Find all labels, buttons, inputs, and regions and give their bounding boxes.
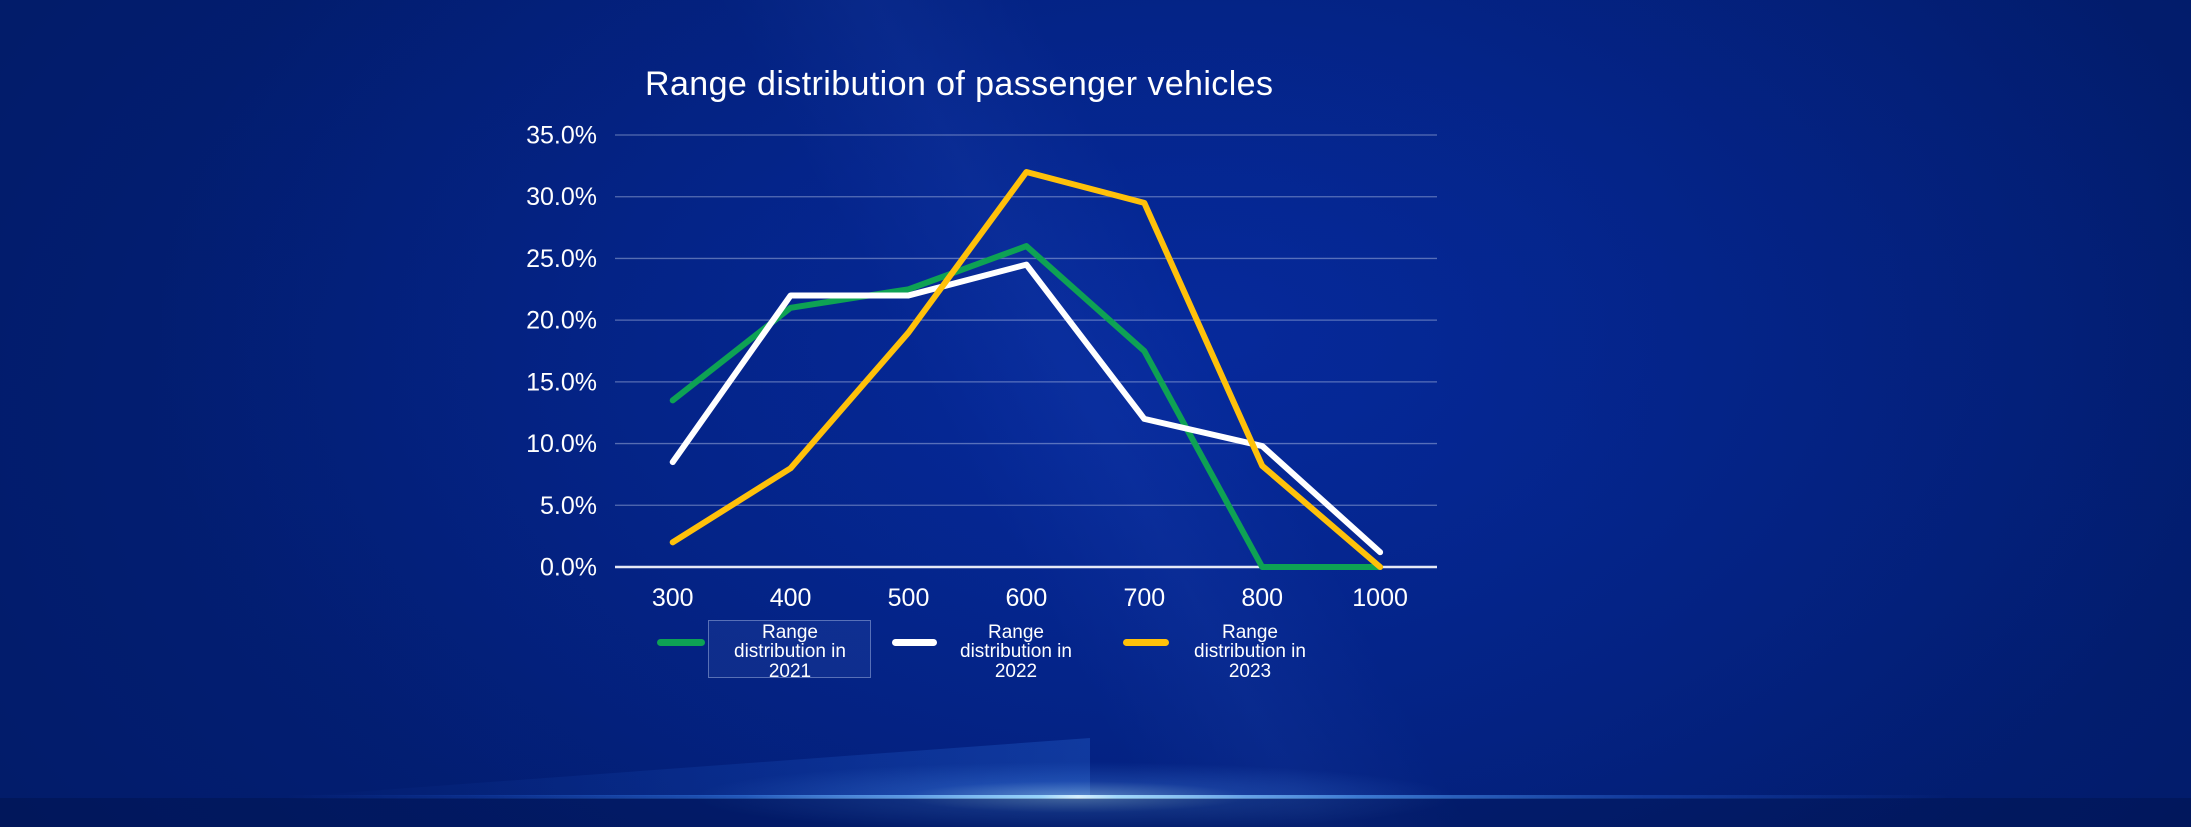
y-axis-tick-label: 30.0% [526,183,597,211]
y-axis-tick-label: 25.0% [526,245,597,273]
x-axis-tick-label: 600 [1006,584,1048,612]
legend-label-2023[interactable]: Range distribution in 2023 [1194,622,1306,682]
chart-title: Range distribution of passenger vehicles [645,65,1274,103]
y-axis-tick-label: 0.0% [540,554,597,582]
y-axis-tick-label: 15.0% [526,368,597,396]
legend-swatch-2023-icon [1123,639,1169,646]
legend-swatch-2022-icon [892,639,937,646]
x-axis-tick-label: 1000 [1352,584,1408,612]
horizon-flare [695,762,1455,827]
y-axis-tick-label: 10.0% [526,430,597,458]
x-axis-tick-label: 300 [652,584,694,612]
x-axis-tick-label: 800 [1241,584,1283,612]
legend-selection-box [708,620,871,678]
legend-label-2021[interactable]: Range distribution in 2021 [734,622,846,682]
y-axis-tick-label: 5.0% [540,492,597,520]
y-axis-tick-label: 20.0% [526,307,597,335]
below-horizon-shade [0,798,2191,827]
x-axis-tick-label: 500 [888,584,930,612]
legend-swatch-2021-icon [657,639,705,646]
series-line-2022[interactable] [669,261,1384,556]
y-axis-tick-label: 35.0% [526,122,597,150]
x-axis-tick-label: 400 [770,584,812,612]
x-axis-tick-label: 700 [1123,584,1165,612]
legend-label-2022[interactable]: Range distribution in 2022 [960,622,1072,682]
series-line-2023[interactable] [669,169,1384,570]
series-line-2021[interactable] [669,243,1384,570]
